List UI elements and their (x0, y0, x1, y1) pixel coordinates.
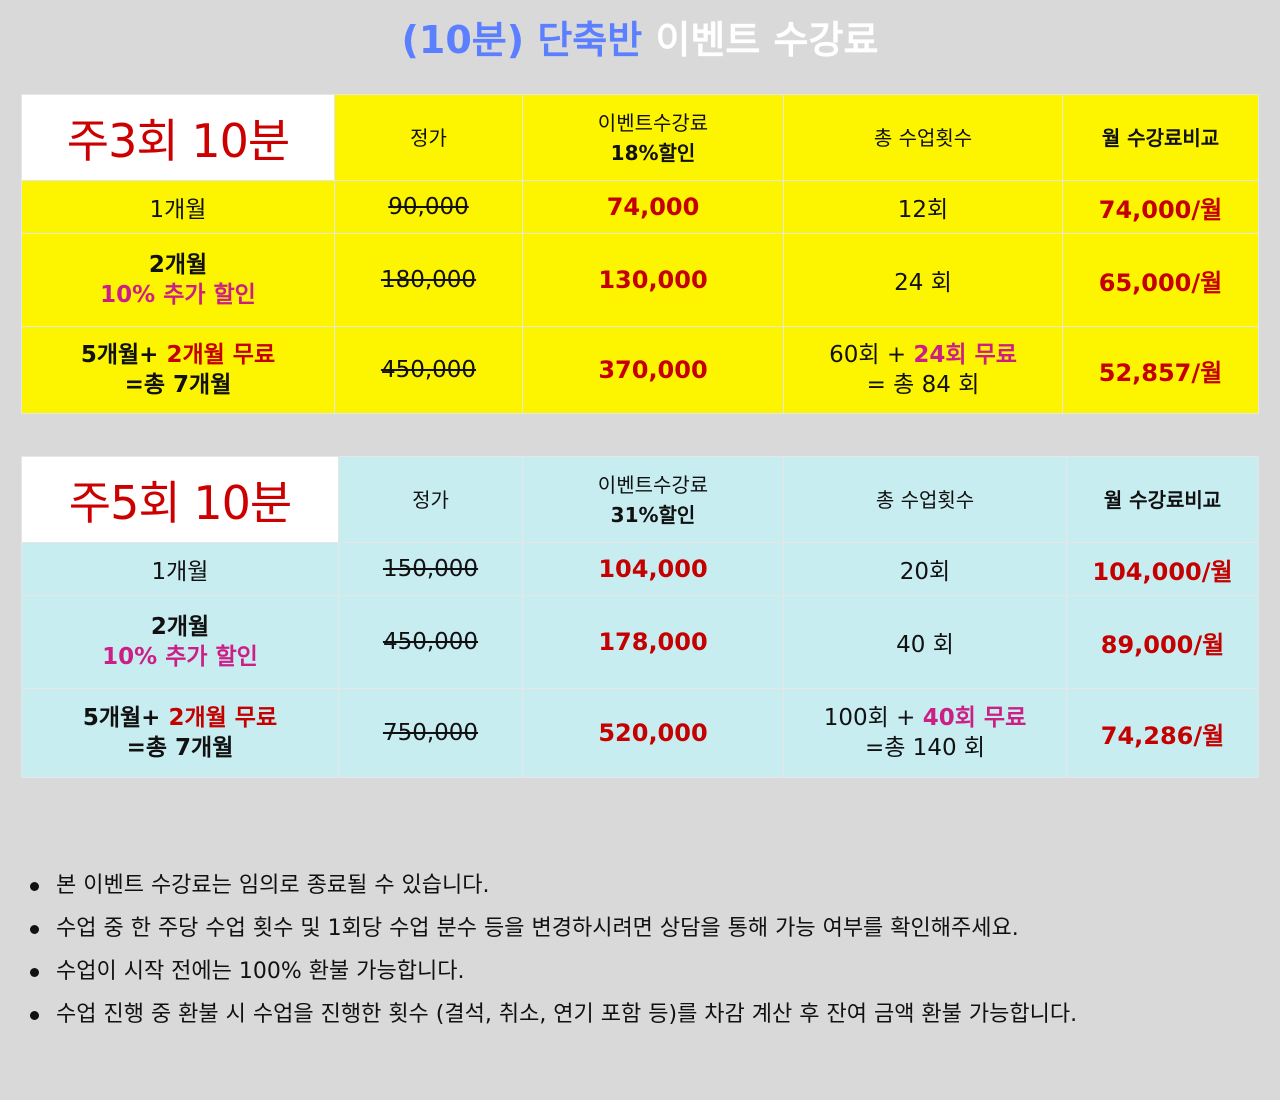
regular-price-cell: 450,000 (334, 326, 523, 414)
table-row: 1개월 90,000 74,000 12회 74,000/월 (21, 180, 1259, 234)
header-regular: 정가 (334, 94, 523, 181)
list-item: 수업 진행 중 환불 시 수업을 진행한 횟수 (결석, 취소, 연기 포함 등… (28, 993, 1248, 1036)
period-cell: 1개월 (21, 542, 339, 596)
event-price-cell: 370,000 (522, 326, 784, 414)
table-row: 1개월 150,000 104,000 20회 104,000/월 (21, 542, 1259, 596)
free-lessons-label: 24회 무료 (913, 342, 1017, 368)
monthly-price-cell: 65,000/월 (1062, 233, 1259, 327)
regular-price-cell: 90,000 (334, 180, 523, 234)
free-months-label: 2개월 무료 (168, 705, 278, 731)
extra-discount-label: 10% 추가 할인 (102, 644, 258, 670)
header-event: 이벤트수강료 18%할인 (522, 94, 784, 181)
extra-discount-label: 10% 추가 할인 (100, 282, 256, 308)
lesson-count-cell: 24 회 (783, 233, 1063, 327)
table-row: 5개월+ 2개월 무료 =총 7개월 750,000 520,000 100회 … (21, 688, 1259, 778)
table-header-row: 주3회 10분 정가 이벤트수강료 18%할인 총 수업횟수 월 수강료비교 (21, 94, 1259, 181)
lesson-count-cell: 20회 (783, 542, 1067, 596)
lesson-count-cell: 60회 + 24회 무료 = 총 84 회 (783, 326, 1063, 414)
bullet-icon (30, 882, 39, 891)
free-months-label: 2개월 무료 (166, 342, 276, 368)
title-highlight: (10분) 단축반 (401, 18, 643, 62)
period-cell: 5개월+ 2개월 무료 =총 7개월 (21, 326, 335, 414)
header-monthly: 월 수강료비교 (1066, 456, 1259, 543)
list-item: 수업 중 한 주당 수업 횟수 및 1회당 수업 분수 등을 변경하시려면 상담… (28, 907, 1248, 950)
header-event-label: 이벤트수강료 (597, 472, 709, 497)
event-price-cell: 104,000 (522, 542, 784, 596)
table-header-row: 주5회 10분 정가 이벤트수강료 31%할인 총 수업횟수 월 수강료비교 (21, 456, 1259, 543)
period-cell: 2개월 10% 추가 할인 (21, 595, 339, 689)
event-price-cell: 178,000 (522, 595, 784, 689)
monthly-price-cell: 89,000/월 (1066, 595, 1259, 689)
list-item: 수업이 시작 전에는 100% 환불 가능합니다. (28, 950, 1248, 993)
pricing-table-3x: 주3회 10분 정가 이벤트수강료 18%할인 총 수업횟수 월 수강료비교 1… (21, 94, 1259, 414)
lesson-count-cell: 40 회 (783, 595, 1067, 689)
free-lessons-label: 40회 무료 (922, 705, 1027, 731)
header-monthly: 월 수강료비교 (1062, 94, 1259, 181)
list-item: 본 이벤트 수강료는 임의로 종료될 수 있습니다. (28, 864, 1248, 907)
event-price-cell: 520,000 (522, 688, 784, 778)
title-rest: 이벤트 수강료 (642, 18, 879, 62)
bullet-icon (30, 1011, 39, 1020)
event-price-cell: 130,000 (522, 233, 784, 327)
header-event-discount: 18%할인 (610, 140, 696, 165)
period-cell: 5개월+ 2개월 무료 =총 7개월 (21, 688, 339, 778)
lesson-count-cell: 100회 + 40회 무료 =총 140 회 (783, 688, 1067, 778)
regular-price-cell: 180,000 (334, 233, 523, 327)
monthly-price-cell: 52,857/월 (1062, 326, 1259, 414)
bullet-icon (30, 968, 39, 977)
header-event-label: 이벤트수강료 (597, 110, 709, 135)
monthly-price-cell: 74,000/월 (1062, 180, 1259, 234)
monthly-price-cell: 104,000/월 (1066, 542, 1259, 596)
event-price-cell: 74,000 (522, 180, 784, 234)
header-regular: 정가 (338, 456, 523, 543)
plan-name: 주3회 10분 (66, 113, 290, 168)
table-row: 2개월 10% 추가 할인 450,000 178,000 40 회 89,00… (21, 595, 1259, 689)
header-event: 이벤트수강료 31%할인 (522, 456, 784, 543)
plan-name: 주5회 10분 (68, 475, 292, 530)
plan-name-cell: 주3회 10분 (21, 94, 335, 181)
lesson-count-cell: 12회 (783, 180, 1063, 234)
header-total: 총 수업횟수 (783, 456, 1067, 543)
notice-list: 본 이벤트 수강료는 임의로 종료될 수 있습니다. 수업 중 한 주당 수업 … (28, 864, 1248, 1036)
regular-price-cell: 150,000 (338, 542, 523, 596)
table-row: 2개월 10% 추가 할인 180,000 130,000 24 회 65,00… (21, 233, 1259, 327)
table-row: 5개월+ 2개월 무료 =총 7개월 450,000 370,000 60회 +… (21, 326, 1259, 414)
bullet-icon (30, 925, 39, 934)
period-cell: 1개월 (21, 180, 335, 234)
page-title: (10분) 단축반 이벤트 수강료 (0, 14, 1280, 66)
pricing-table-5x: 주5회 10분 정가 이벤트수강료 31%할인 총 수업횟수 월 수강료비교 1… (21, 456, 1259, 778)
header-event-discount: 31%할인 (610, 502, 696, 527)
monthly-price-cell: 74,286/월 (1066, 688, 1259, 778)
regular-price-cell: 750,000 (338, 688, 523, 778)
plan-name-cell: 주5회 10분 (21, 456, 339, 543)
period-cell: 2개월 10% 추가 할인 (21, 233, 335, 327)
regular-price-cell: 450,000 (338, 595, 523, 689)
header-total: 총 수업횟수 (783, 94, 1063, 181)
